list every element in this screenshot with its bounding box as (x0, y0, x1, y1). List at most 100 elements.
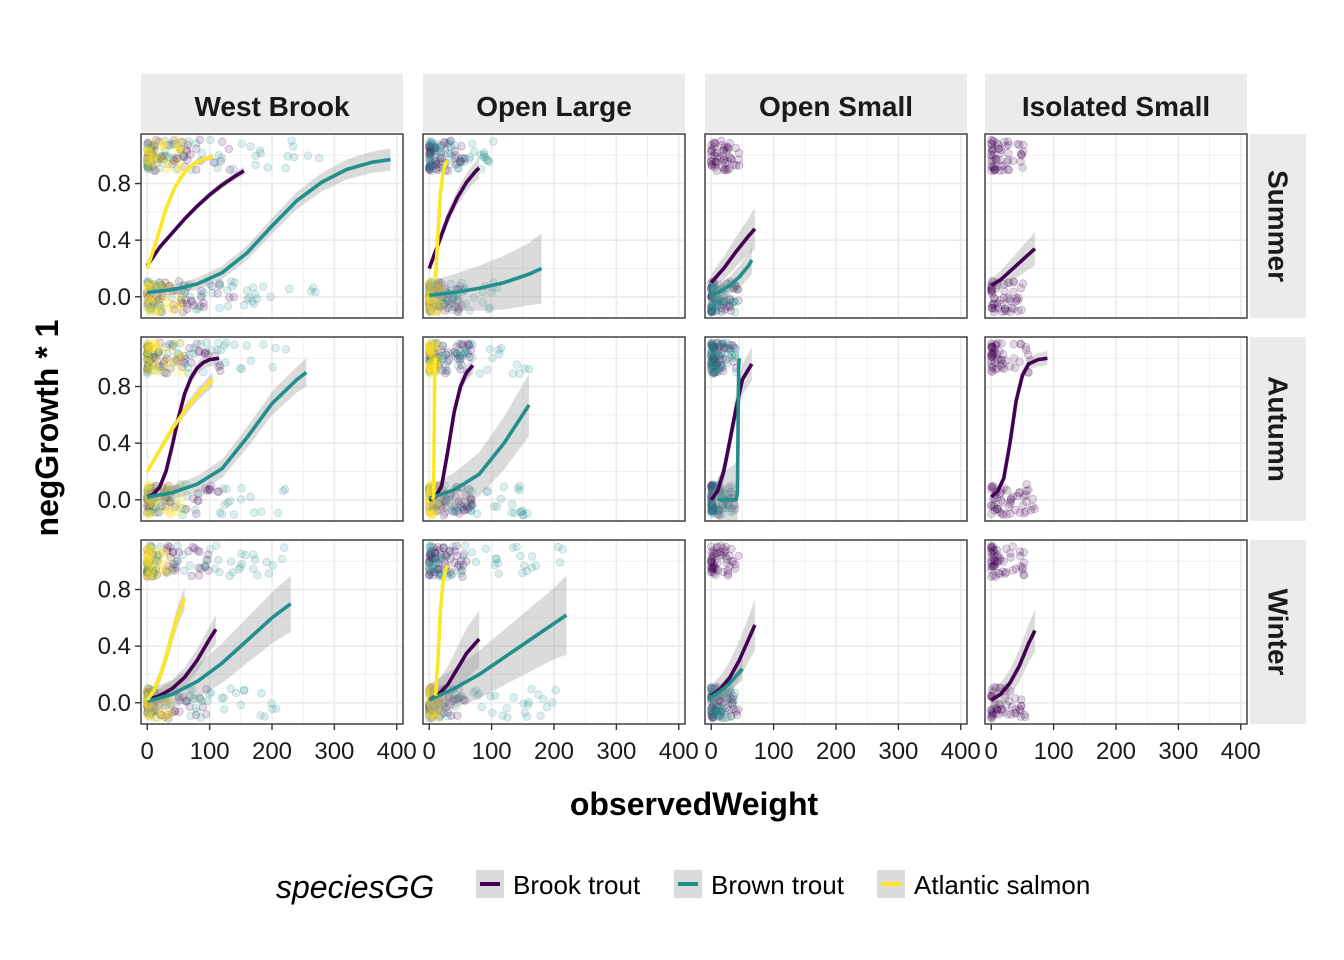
data-point (434, 279, 444, 289)
data-point (427, 510, 436, 519)
data-point (997, 705, 1007, 714)
data-point (166, 141, 176, 150)
data-point (217, 693, 227, 703)
data-point (144, 277, 153, 286)
data-point (257, 689, 266, 698)
data-point (502, 704, 512, 713)
data-point (174, 159, 183, 168)
data-point (173, 349, 182, 358)
data-point (1003, 293, 1013, 303)
data-point (707, 140, 716, 150)
data-point (999, 293, 1008, 303)
data-point (468, 340, 477, 350)
data-point (992, 364, 1002, 373)
data-point (231, 688, 241, 698)
data-point (992, 284, 1001, 293)
data-point (143, 357, 152, 366)
data-point (425, 542, 434, 551)
data-point (154, 137, 164, 146)
data-point (1009, 304, 1018, 313)
data-point (464, 503, 473, 513)
data-point (426, 148, 435, 157)
data-point (434, 499, 444, 509)
data-point (196, 340, 206, 349)
column-strip: Open Small (705, 74, 967, 132)
data-point (1017, 305, 1026, 315)
data-point (433, 499, 443, 509)
x-tick-label: 200 (1096, 738, 1136, 765)
data-point (229, 164, 238, 174)
data-point (441, 361, 450, 371)
data-point (711, 300, 721, 309)
data-point (154, 278, 164, 287)
y-tick-label: 0.0 (98, 284, 131, 311)
data-point (503, 713, 512, 722)
data-point (469, 293, 479, 302)
data-point (206, 136, 215, 145)
data-point (144, 344, 154, 353)
x-tick-label: 300 (1158, 738, 1198, 765)
data-point (170, 305, 179, 314)
data-point (425, 284, 434, 293)
data-point (439, 511, 449, 520)
data-point (425, 279, 434, 289)
data-point (465, 152, 475, 162)
data-point (308, 283, 318, 292)
data-point (178, 362, 187, 372)
data-point (143, 157, 152, 166)
data-point (280, 543, 289, 552)
panel-points (707, 136, 744, 317)
data-point (148, 361, 157, 370)
data-point (481, 544, 490, 553)
data-point (172, 355, 181, 364)
data-point (427, 166, 437, 175)
data-point (425, 153, 434, 162)
data-point (143, 352, 152, 362)
data-point (163, 298, 173, 307)
data-point (186, 150, 195, 159)
data-point (725, 294, 735, 304)
data-point (435, 283, 444, 292)
data-point (235, 363, 245, 373)
data-point (143, 158, 152, 167)
data-point (427, 143, 436, 152)
legend-entry: Atlantic salmon (877, 870, 1090, 900)
data-point (479, 153, 488, 162)
data-point (147, 360, 157, 369)
data-point (143, 144, 152, 154)
data-point (143, 482, 153, 491)
data-point (456, 157, 466, 167)
data-point (143, 154, 152, 163)
data-point (711, 304, 720, 314)
data-point (209, 158, 219, 167)
data-point (214, 338, 223, 348)
data-point (429, 144, 439, 153)
data-point (149, 153, 158, 163)
data-point (201, 561, 210, 570)
data-point (143, 359, 153, 369)
data-point (1016, 149, 1026, 159)
data-point (709, 138, 719, 147)
data-point (143, 149, 153, 159)
data-point (188, 543, 197, 552)
data-point (189, 494, 198, 503)
data-point (144, 295, 153, 305)
data-point (150, 352, 159, 362)
data-point (143, 344, 153, 354)
data-point (146, 510, 155, 519)
data-point (712, 297, 721, 306)
data-point (1000, 137, 1009, 146)
data-point (214, 362, 223, 372)
data-point (988, 151, 998, 160)
data-point (177, 162, 186, 172)
data-point (426, 306, 435, 316)
data-point (466, 498, 475, 508)
data-point (435, 158, 444, 167)
data-point (425, 155, 434, 164)
data-point (237, 559, 247, 569)
data-point (143, 367, 152, 377)
data-point (144, 344, 153, 353)
data-point (163, 349, 172, 359)
data-point (147, 339, 157, 348)
data-point (148, 144, 157, 154)
